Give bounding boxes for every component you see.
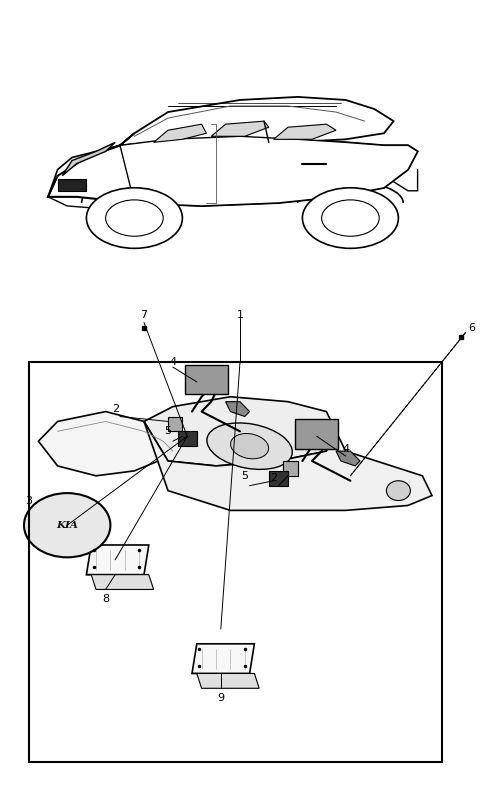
Ellipse shape	[386, 481, 410, 501]
Polygon shape	[120, 97, 394, 145]
Polygon shape	[269, 471, 288, 485]
Ellipse shape	[207, 423, 292, 469]
Circle shape	[302, 188, 398, 249]
Circle shape	[86, 188, 182, 249]
Polygon shape	[48, 133, 134, 197]
Text: 2: 2	[112, 404, 119, 414]
Polygon shape	[144, 397, 336, 466]
Text: 3: 3	[25, 496, 32, 505]
Polygon shape	[86, 575, 154, 590]
FancyBboxPatch shape	[185, 365, 228, 395]
Polygon shape	[144, 422, 432, 510]
Polygon shape	[154, 124, 206, 143]
Polygon shape	[336, 451, 360, 466]
Text: 5: 5	[165, 426, 171, 436]
Polygon shape	[86, 545, 149, 575]
Polygon shape	[168, 417, 182, 431]
Text: 7: 7	[141, 310, 147, 320]
Text: 9: 9	[217, 693, 224, 703]
Text: 4: 4	[169, 357, 176, 367]
Polygon shape	[192, 673, 259, 689]
Polygon shape	[120, 136, 418, 206]
Polygon shape	[38, 411, 173, 476]
Polygon shape	[192, 644, 254, 673]
FancyBboxPatch shape	[295, 419, 338, 449]
Ellipse shape	[24, 493, 110, 557]
Text: 6: 6	[468, 323, 475, 332]
Polygon shape	[211, 121, 269, 136]
Polygon shape	[226, 402, 250, 417]
Text: 1: 1	[237, 310, 243, 320]
Text: KIA: KIA	[56, 520, 78, 530]
Polygon shape	[62, 143, 115, 175]
Polygon shape	[274, 124, 336, 139]
Ellipse shape	[230, 434, 269, 459]
Text: 4: 4	[342, 444, 349, 453]
Bar	[29, 362, 442, 763]
Text: 8: 8	[102, 595, 109, 604]
Polygon shape	[58, 179, 86, 190]
Text: 2: 2	[270, 473, 277, 483]
Polygon shape	[48, 136, 418, 206]
Text: 5: 5	[241, 471, 248, 481]
Polygon shape	[178, 431, 197, 446]
Polygon shape	[283, 461, 298, 476]
